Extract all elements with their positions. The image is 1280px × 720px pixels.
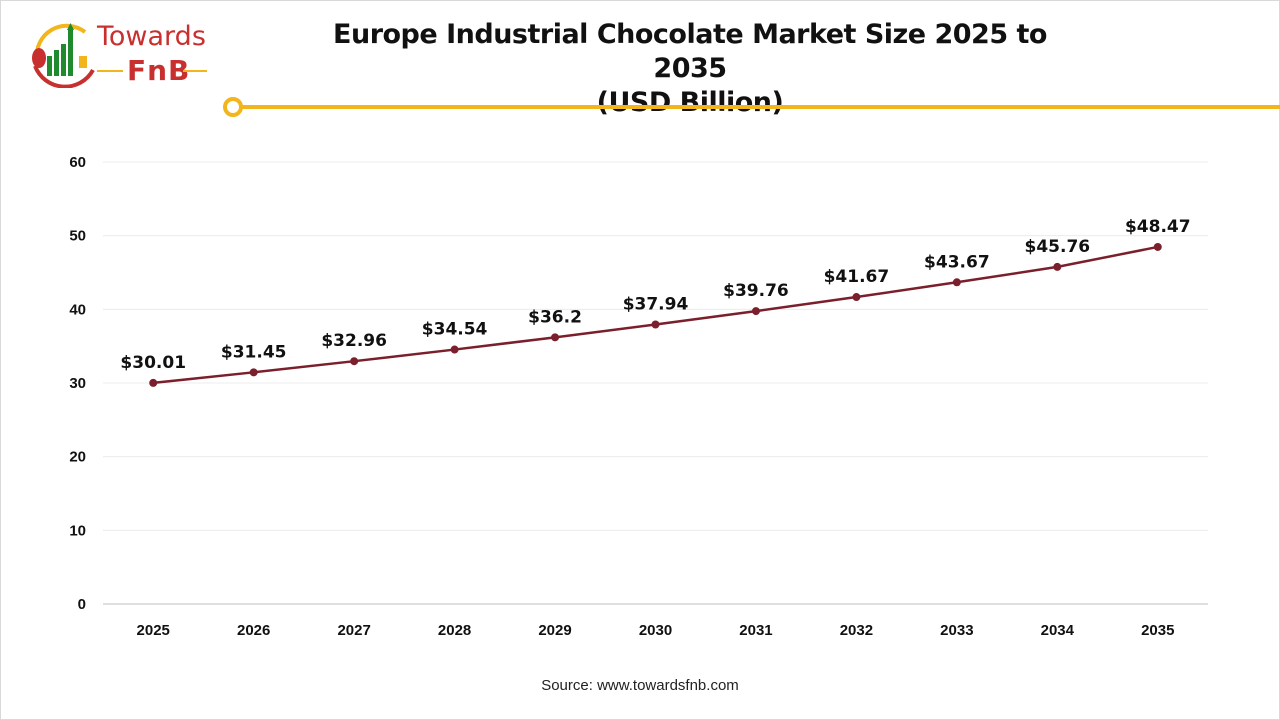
data-label: $34.54 — [422, 320, 488, 340]
logo-icon — [32, 23, 95, 89]
x-tick-label: 2027 — [337, 622, 370, 639]
data-point — [1053, 262, 1062, 271]
x-tick-label: 2030 — [639, 622, 672, 639]
data-point — [450, 345, 459, 354]
y-tick-label: 0 — [78, 596, 86, 613]
y-tick-label: 30 — [69, 375, 86, 392]
data-point — [249, 368, 258, 377]
data-label: $41.67 — [824, 267, 890, 287]
data-label: $36.2 — [528, 307, 582, 327]
x-tick-label: 2035 — [1141, 622, 1174, 639]
y-tick-label: 40 — [69, 301, 86, 318]
x-tick-label: 2032 — [840, 622, 873, 639]
source-text: Source: www.towardsfnb.com — [541, 677, 739, 694]
chart-title: Europe Industrial Chocolate Market Size … — [300, 18, 1080, 120]
y-tick-label: 10 — [69, 522, 86, 539]
data-point — [751, 307, 760, 316]
subtitle-text: (USD Billion) — [596, 87, 784, 118]
x-tick-label: 2026 — [237, 622, 270, 639]
x-tick-label: 2031 — [739, 622, 772, 639]
x-tick-label: 2025 — [137, 622, 170, 639]
x-tick-label: 2029 — [538, 622, 571, 639]
data-label: $32.96 — [321, 331, 387, 351]
data-point — [852, 293, 861, 302]
data-point — [551, 333, 560, 342]
data-label: $45.76 — [1025, 237, 1091, 257]
data-point — [651, 320, 660, 329]
data-label: $39.76 — [723, 281, 789, 301]
x-tick-label: 2033 — [940, 622, 973, 639]
data-label: $31.45 — [221, 342, 287, 362]
data-label: $48.47 — [1125, 217, 1191, 237]
y-tick-label: 50 — [69, 228, 86, 245]
x-tick-label: 2034 — [1041, 622, 1075, 639]
y-tick-label: 60 — [69, 154, 86, 171]
y-tick-label: 20 — [69, 449, 86, 466]
accent-circle — [223, 97, 243, 117]
data-point — [350, 357, 359, 366]
series-line — [153, 245, 1159, 385]
data-label: $30.01 — [120, 353, 186, 373]
title-text: Europe Industrial Chocolate Market Size … — [333, 19, 1047, 84]
logo: Towards FnB — [25, 18, 215, 89]
data-point — [149, 378, 158, 387]
data-label: $37.94 — [623, 295, 689, 315]
x-tick-label: 2028 — [438, 622, 471, 639]
data-label: $43.67 — [924, 252, 990, 272]
data-point — [952, 278, 961, 287]
data-point — [1153, 242, 1162, 251]
logo-text: Towards — [97, 21, 206, 52]
logo-text-fnb: FnB — [127, 54, 191, 87]
